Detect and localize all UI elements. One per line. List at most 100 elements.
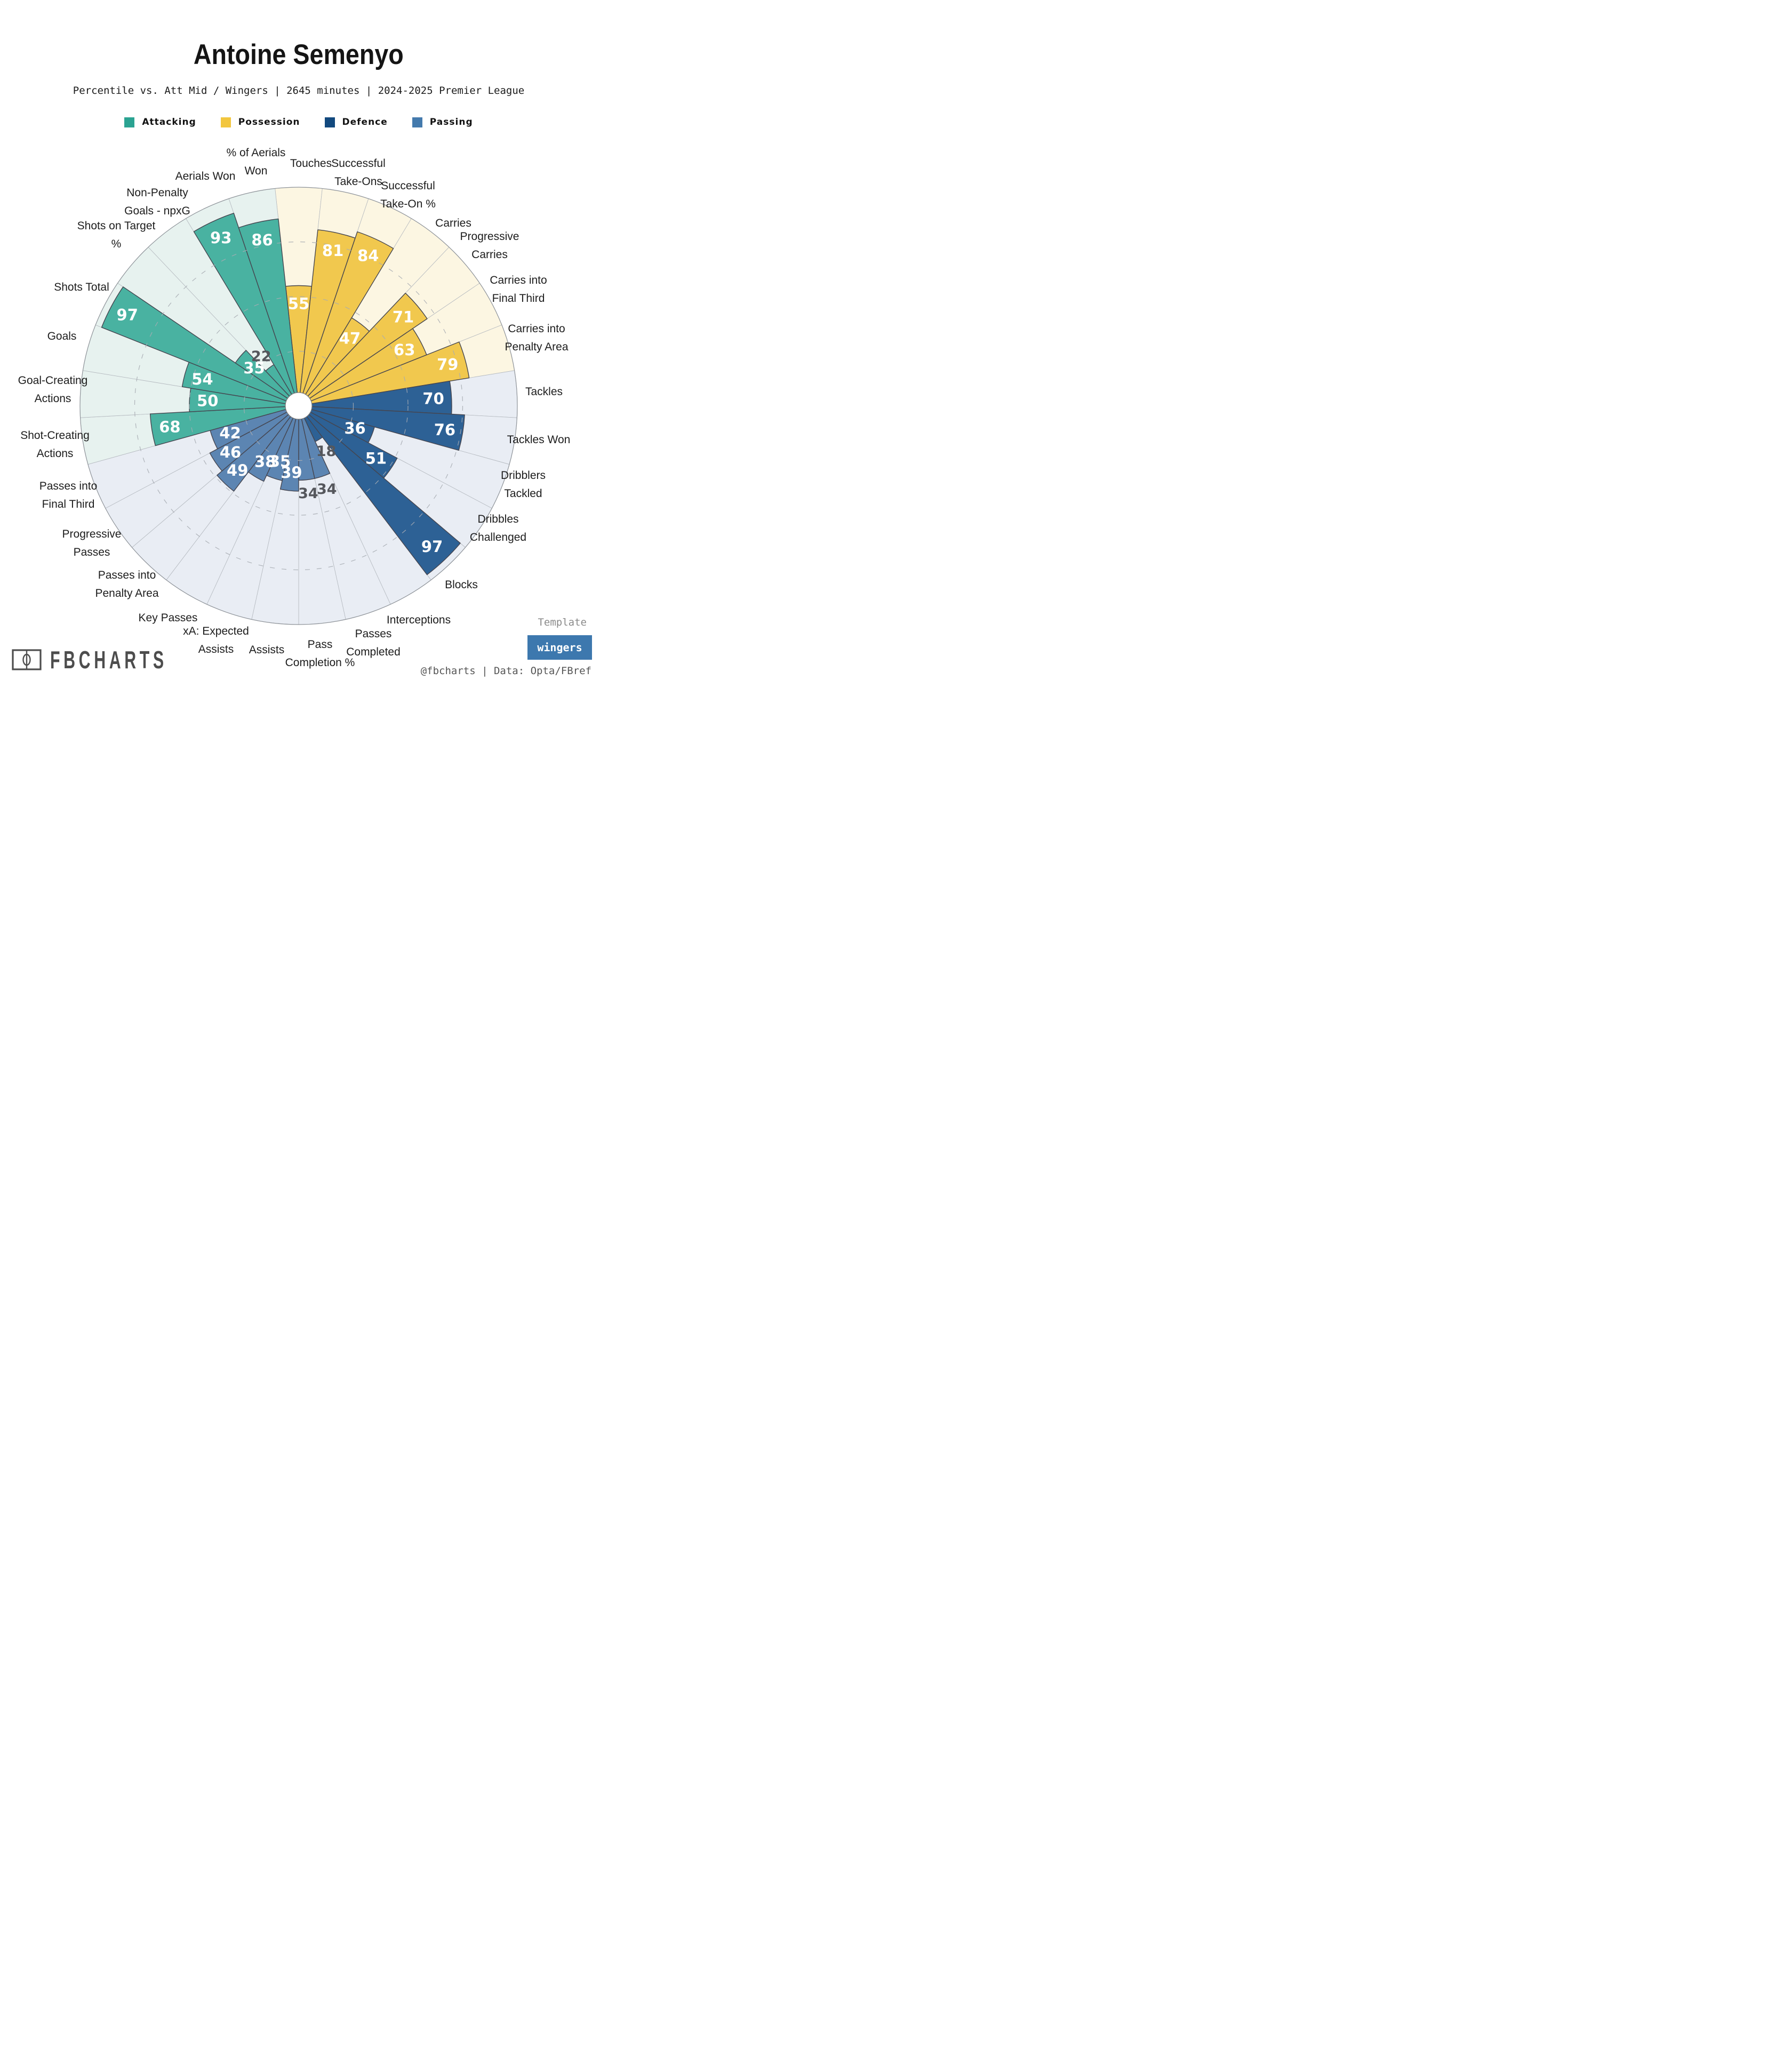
label-goal-creating-actions: Goal-Creating Actions (18, 374, 88, 405)
value-successful-take-ons: 81 (322, 242, 343, 260)
label-carries-into-final-third: Carries into Final Third (490, 274, 547, 305)
label-passes-into-penalty-area: Passes into Penalty Area (95, 569, 158, 599)
label-carries-into-penalty-area: Carries into Penalty Area (505, 323, 568, 353)
value-carries-into-final-third: 63 (394, 341, 415, 359)
value-dribbles-challenged: 51 (365, 449, 387, 467)
label-interceptions: Interceptions (387, 614, 451, 626)
label-shots-total: Shots Total (54, 281, 109, 293)
legend-label-possession: Possession (238, 117, 300, 127)
value-tackles-won: 76 (434, 421, 455, 439)
template-label: Template (538, 617, 587, 628)
legend-label-defence: Defence (342, 117, 388, 127)
value-blocks: 97 (421, 538, 443, 556)
label-xa-expected-assists: xA: Expected Assists (183, 625, 249, 655)
slice-of-aerials-won (238, 218, 299, 406)
label-blocks: Blocks (445, 579, 478, 591)
pitch-icon (12, 649, 42, 670)
slice-blocks (298, 405, 461, 575)
value-shots-on-target: 35 (243, 359, 265, 377)
legend-item-passing: Passing (412, 117, 473, 127)
label-aerials-won: Aerials Won (175, 170, 236, 182)
template-value: wingers (537, 641, 582, 654)
grid-ring-75 (134, 241, 463, 571)
label-passes-completed: Passes Completed (346, 628, 401, 658)
legend-label-passing: Passing (429, 117, 473, 127)
value-passes-into-final-third: 42 (219, 424, 241, 442)
value-shot-creating-actions: 68 (159, 418, 180, 436)
credit-line: @fbcharts | Data: Opta/FBref (420, 665, 591, 677)
value-carries: 47 (339, 330, 361, 348)
label-shot-creating-actions: Shot-Creating Actions (20, 429, 90, 460)
player-name: Antoine Semenyo (194, 39, 404, 70)
label-progressive-passes: Progressive Passes (62, 528, 122, 558)
label-pass-completion: Pass Completion % (285, 638, 355, 669)
value-successful-take-on: 84 (357, 246, 379, 265)
value-progressive-carries: 71 (393, 308, 414, 326)
value-progressive-passes: 46 (220, 443, 241, 461)
slice-passes-into-penalty-area (217, 405, 299, 492)
page-title: Antoine Semenyo (0, 38, 597, 71)
value-interceptions: 18 (316, 443, 337, 460)
label-shots-on-target: Shots on Target% (77, 220, 156, 250)
value-shots-total: 97 (117, 306, 138, 324)
value-passes-into-penalty-area: 49 (227, 461, 248, 479)
label-key-passes: Key Passes (139, 612, 198, 624)
value-of-aerials-won: 86 (251, 231, 273, 249)
value-passes-completed: 34 (317, 481, 337, 498)
label-dribbles-challenged: Dribbles Challenged (470, 513, 526, 543)
legend-swatch-possession (220, 117, 231, 127)
label-goals: Goals (47, 330, 77, 342)
legend-swatch-attacking (124, 117, 135, 127)
slice-shot-creating-actions (149, 405, 299, 446)
label-of-aerials-won: % of Aerials Won (227, 147, 286, 177)
legend: Attacking Possession Defence Passing (0, 117, 597, 127)
center-hole (285, 392, 313, 420)
value-non-penalty-goals-npxg: 22 (251, 348, 271, 365)
legend-item-possession: Possession (220, 117, 300, 127)
label-non-penalty-goals-npxg: Non-Penalty Goals - npxG (124, 187, 190, 217)
grid-ring-25 (243, 350, 354, 461)
slice-tackles-won (298, 405, 465, 451)
page: 55 81 84 47 71 63 79 70 76 36 51 97 18 34 34 39 35 38 49 46… (0, 0, 597, 683)
label-touches: Touches (290, 157, 332, 170)
slice-progressive-carries (298, 292, 428, 406)
value-goals: 54 (191, 370, 213, 388)
slice-aerials-won (193, 212, 299, 406)
label-tackles: Tackles (525, 386, 563, 398)
label-passes-into-final-third: Passes into Final Third (39, 480, 98, 510)
legend-item-attacking: Attacking (124, 117, 196, 127)
value-dribblers-tackled: 36 (344, 419, 365, 437)
slice-shots-on-target (235, 350, 299, 406)
value-touches: 55 (288, 295, 309, 313)
slice-carries-into-penalty-area (298, 341, 470, 406)
legend-swatch-passing (412, 117, 422, 127)
legend-swatch-defence (324, 117, 335, 127)
value-key-passes: 38 (254, 452, 276, 470)
fbcharts-logo: FBCHARTS (12, 645, 228, 674)
value-aerials-won: 93 (210, 229, 231, 247)
label-progressive-carries: Progressive Carries (460, 230, 519, 261)
value-xa-expected-assists: 35 (269, 452, 291, 470)
label-tackles-won: Tackles Won (507, 434, 571, 446)
slice-successful-take-on (298, 231, 394, 406)
value-goal-creating-actions: 50 (197, 392, 218, 410)
legend-item-defence: Defence (324, 117, 388, 127)
legend-label-attacking: Attacking (142, 117, 196, 127)
value-carries-into-penalty-area: 79 (437, 355, 458, 373)
label-successful-take-on: Successful Take-On % (380, 180, 436, 210)
slice-progressive-passes (209, 405, 299, 471)
page-subtitle: Percentile vs. Att Mid / Wingers | 2645 … (73, 85, 525, 97)
outer-circle (79, 187, 518, 625)
grid-ring-50 (189, 296, 409, 516)
value-tackles: 70 (422, 389, 444, 407)
label-carries: Carries (435, 217, 471, 229)
brand-name: FBCHARTS (50, 646, 167, 674)
label-successful-take-ons: Successful Take-Ons (331, 157, 386, 188)
value-pass-completion: 34 (298, 485, 318, 502)
label-dribblers-tackled: Dribblers Tackled (501, 469, 546, 500)
value-assists: 39 (281, 463, 302, 482)
slice-shots-total (101, 286, 299, 406)
label-assists: Assists (249, 644, 285, 656)
template-badge: wingers (527, 635, 592, 660)
